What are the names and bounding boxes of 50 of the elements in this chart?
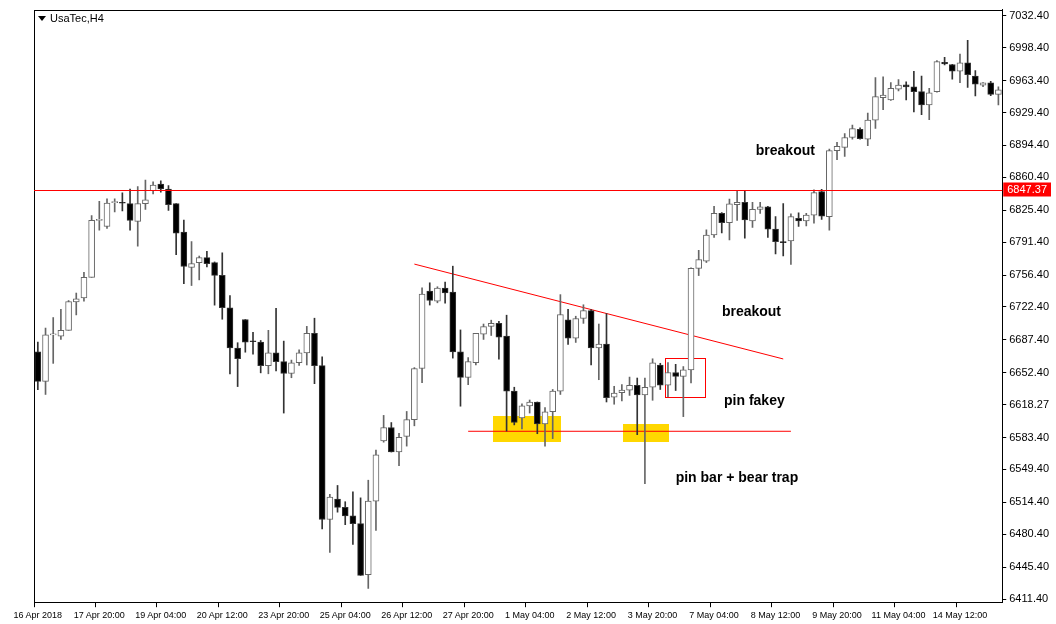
annotation: pin bar + bear trap xyxy=(675,468,799,485)
x-tick-label: 19 Apr 04:00 xyxy=(135,610,187,621)
candlestick xyxy=(57,309,65,340)
y-tick-label: 6583.40 xyxy=(1009,430,1049,443)
x-tick-label: 27 Apr 20:00 xyxy=(442,610,494,621)
annotation: pin fakey xyxy=(724,391,785,408)
y-tick-label: 6480.40 xyxy=(1009,527,1049,540)
ref-line-label: 6847.37 xyxy=(1007,182,1047,195)
x-tick-label: 23 Apr 20:00 xyxy=(258,610,310,621)
x-tick-label: 3 May 20:00 xyxy=(627,610,678,621)
x-tick-label: 11 May 04:00 xyxy=(871,610,926,621)
y-tick-label: 6929.40 xyxy=(1009,105,1049,118)
annotation: breakout xyxy=(755,142,815,159)
x-tick-label: 8 May 12:00 xyxy=(750,610,801,621)
y-tick-label: 6963.40 xyxy=(1009,73,1049,86)
x-tick-label: 2 May 12:00 xyxy=(566,610,616,621)
y-tick-label: 6618.27 xyxy=(1009,397,1049,410)
x-tick-label: 25 Apr 04:00 xyxy=(319,610,371,621)
candlestick xyxy=(910,71,918,113)
x-tick-label: 17 Apr 20:00 xyxy=(73,610,125,621)
y-tick-label: 6687.40 xyxy=(1009,332,1049,345)
y-tick-label: 6894.40 xyxy=(1009,138,1049,151)
candlestick xyxy=(633,377,641,435)
y-tick-label: 6411.40 xyxy=(1009,592,1049,605)
candlestick xyxy=(111,198,119,213)
chart-title: UsaTec,H4 xyxy=(50,11,104,24)
x-tick-label: 26 Apr 12:00 xyxy=(381,610,433,621)
candlestick xyxy=(249,331,257,355)
y-tick-label: 6652.40 xyxy=(1009,365,1049,378)
candlestick xyxy=(280,340,288,414)
candlestick xyxy=(902,81,910,101)
x-tick-label: 20 Apr 12:00 xyxy=(196,610,248,621)
y-tick-label: 6722.40 xyxy=(1009,299,1049,312)
y-tick-label: 6998.40 xyxy=(1009,40,1049,53)
x-tick-label: 9 May 20:00 xyxy=(812,610,862,621)
x-tick-label: 7 May 04:00 xyxy=(689,610,739,621)
x-tick-label: 16 Apr 2018 xyxy=(13,610,63,621)
candlestick xyxy=(49,317,57,364)
x-tick-label: 14 May 12:00 xyxy=(932,610,988,621)
y-tick-label: 6514.40 xyxy=(1009,495,1049,508)
y-tick-label: 6445.40 xyxy=(1009,560,1049,573)
candlestick xyxy=(733,190,741,221)
y-tick-label: 6756.40 xyxy=(1009,268,1049,281)
y-tick-label: 6825.40 xyxy=(1009,203,1049,216)
y-tick-label: 6791.40 xyxy=(1009,235,1049,248)
y-tick-label: 6860.40 xyxy=(1009,170,1049,183)
annotation: breakout xyxy=(721,303,782,320)
y-tick-label: 6549.40 xyxy=(1009,462,1049,475)
x-tick-label: 1 May 04:00 xyxy=(504,610,555,621)
y-tick-label: 7032.40 xyxy=(1009,8,1049,21)
